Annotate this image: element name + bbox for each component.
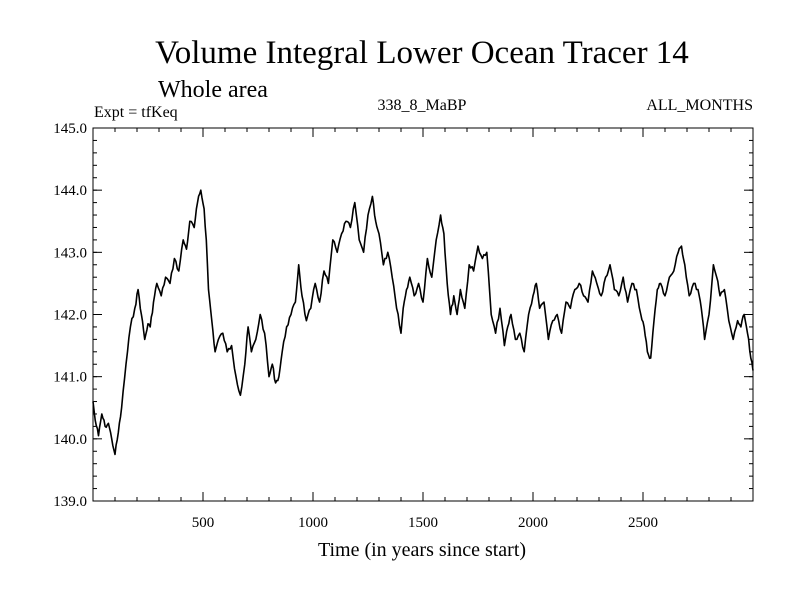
series-group bbox=[92, 189, 754, 456]
series-line bbox=[92, 189, 754, 456]
x-tick-label: 1500 bbox=[408, 515, 438, 531]
y-tick-label: 139.0 bbox=[53, 494, 87, 510]
y-tick-label: 140.0 bbox=[53, 432, 87, 448]
y-tick-label: 145.0 bbox=[53, 121, 87, 137]
x-axis: 500 1000 1500 2000 2500 bbox=[114, 128, 732, 531]
x-tick-label: 500 bbox=[192, 515, 215, 531]
experiment-label: Expt = tfKeq bbox=[94, 104, 178, 121]
period-label: 338_8_MaBP bbox=[378, 97, 467, 114]
x-tick-label: 2500 bbox=[628, 515, 658, 531]
y-tick-label: 141.0 bbox=[53, 370, 87, 386]
x-axis-title: Time (in years since start) bbox=[318, 539, 526, 561]
x-tick-label: 2000 bbox=[518, 515, 548, 531]
y-axis: 139.0 140.0 141.0 142.0 143.0 144.0 145.0 bbox=[53, 121, 753, 510]
y-tick-label: 143.0 bbox=[53, 245, 87, 261]
y-tick-label: 144.0 bbox=[53, 183, 87, 199]
chart-subtitle: Whole area bbox=[158, 77, 268, 103]
x-tick-label: 1000 bbox=[298, 515, 328, 531]
months-label: ALL_MONTHS bbox=[646, 97, 753, 114]
chart-title: Volume Integral Lower Ocean Tracer 14 bbox=[155, 35, 689, 71]
y-tick-label: 142.0 bbox=[53, 308, 87, 324]
